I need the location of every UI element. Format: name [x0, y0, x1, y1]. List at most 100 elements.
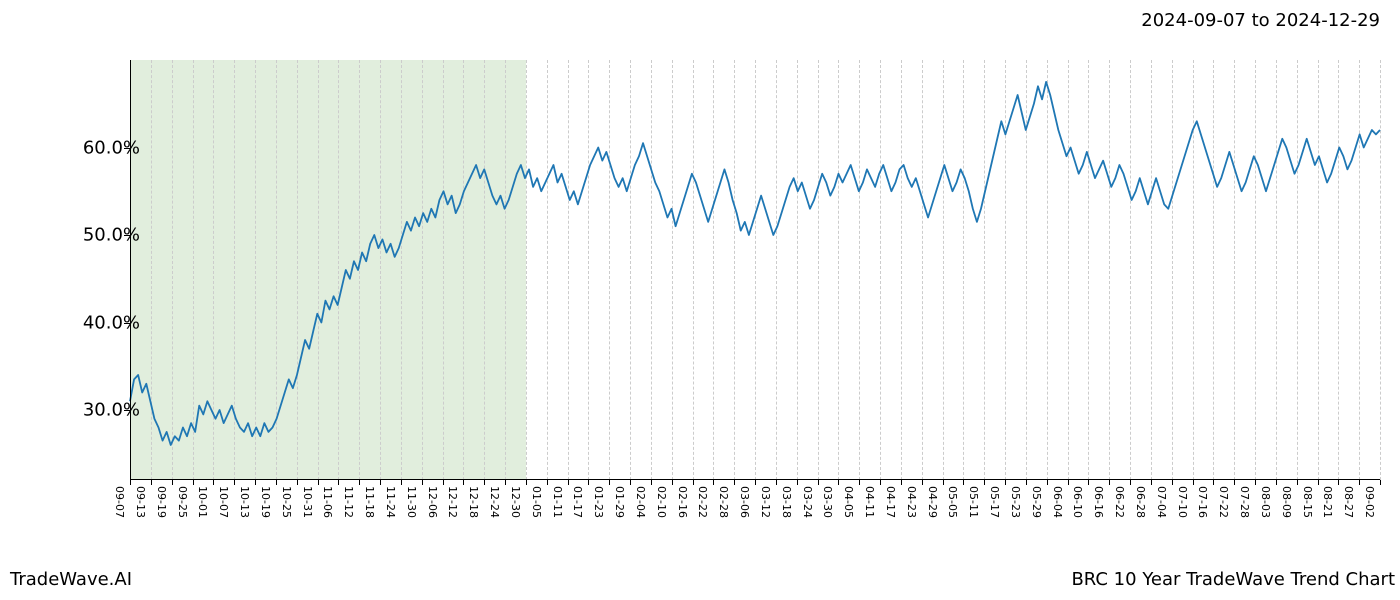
- xtick-mark: [568, 480, 569, 485]
- xtick-mark: [172, 480, 173, 485]
- trend-chart: 09-0709-1309-1909-2510-0110-0710-1310-19…: [130, 60, 1380, 480]
- xtick-mark: [1005, 480, 1006, 485]
- xtick-label: 10-13: [238, 486, 251, 518]
- ytick-label: 50.0%: [60, 225, 140, 246]
- xtick-label: 01-17: [571, 486, 584, 518]
- xtick-label: 06-28: [1134, 486, 1147, 518]
- xtick-mark: [255, 480, 256, 485]
- xtick-label: 04-05: [842, 486, 855, 518]
- ytick-label: 30.0%: [60, 400, 140, 421]
- xtick-label: 01-29: [613, 486, 626, 518]
- xtick-label: 02-04: [634, 486, 647, 518]
- xtick-label: 12-12: [446, 486, 459, 518]
- xtick-mark: [1234, 480, 1235, 485]
- xtick-mark: [338, 480, 339, 485]
- xtick-label: 12-06: [426, 486, 439, 518]
- xtick-mark: [776, 480, 777, 485]
- xtick-mark: [1130, 480, 1131, 485]
- xtick-mark: [422, 480, 423, 485]
- xtick-mark: [359, 480, 360, 485]
- xtick-mark: [1193, 480, 1194, 485]
- xtick-label: 02-28: [717, 486, 730, 518]
- xtick-mark: [672, 480, 673, 485]
- xtick-label: 06-04: [1051, 486, 1064, 518]
- xtick-label: 07-04: [1155, 486, 1168, 518]
- xtick-label: 02-22: [696, 486, 709, 518]
- xtick-label: 11-24: [384, 486, 397, 518]
- xtick-mark: [193, 480, 194, 485]
- xtick-label: 04-11: [863, 486, 876, 518]
- xtick-mark: [630, 480, 631, 485]
- xtick-mark: [1213, 480, 1214, 485]
- xtick-label: 06-16: [1092, 486, 1105, 518]
- xtick-mark: [755, 480, 756, 485]
- xtick-label: 01-05: [530, 486, 543, 518]
- xtick-label: 02-16: [676, 486, 689, 518]
- xtick-mark: [297, 480, 298, 485]
- xtick-mark: [234, 480, 235, 485]
- xtick-label: 05-29: [1030, 486, 1043, 518]
- xtick-label: 12-24: [488, 486, 501, 518]
- xtick-label: 11-18: [363, 486, 376, 518]
- xtick-mark: [1380, 480, 1381, 485]
- xtick-mark: [380, 480, 381, 485]
- xtick-label: 03-18: [780, 486, 793, 518]
- xtick-label: 03-24: [801, 486, 814, 518]
- xtick-mark: [1026, 480, 1027, 485]
- xtick-label: 09-13: [134, 486, 147, 518]
- gridline: [1380, 60, 1381, 480]
- xtick-mark: [880, 480, 881, 485]
- xtick-mark: [1068, 480, 1069, 485]
- xtick-label: 05-23: [1009, 486, 1022, 518]
- xtick-label: 12-30: [509, 486, 522, 518]
- xtick-mark: [1255, 480, 1256, 485]
- xtick-label: 07-16: [1196, 486, 1209, 518]
- xtick-label: 03-30: [821, 486, 834, 518]
- xtick-mark: [401, 480, 402, 485]
- xtick-label: 04-17: [884, 486, 897, 518]
- xtick-label: 11-12: [342, 486, 355, 518]
- xtick-label: 08-15: [1301, 486, 1314, 518]
- xtick-mark: [734, 480, 735, 485]
- xtick-label: 10-19: [259, 486, 272, 518]
- xtick-label: 03-12: [759, 486, 772, 518]
- xtick-mark: [1088, 480, 1089, 485]
- xtick-label: 01-23: [592, 486, 605, 518]
- xtick-label: 05-11: [967, 486, 980, 518]
- xtick-mark: [963, 480, 964, 485]
- xtick-mark: [130, 480, 131, 485]
- chart-title: BRC 10 Year TradeWave Trend Chart: [1071, 569, 1395, 590]
- xtick-mark: [1276, 480, 1277, 485]
- xtick-mark: [693, 480, 694, 485]
- xtick-mark: [213, 480, 214, 485]
- xtick-mark: [1338, 480, 1339, 485]
- xtick-label: 10-07: [217, 486, 230, 518]
- xtick-mark: [443, 480, 444, 485]
- xtick-mark: [526, 480, 527, 485]
- xtick-label: 09-07: [113, 486, 126, 518]
- date-range-label: 2024-09-07 to 2024-12-29: [1141, 10, 1380, 31]
- xtick-label: 08-21: [1321, 486, 1334, 518]
- xtick-mark: [922, 480, 923, 485]
- brand-label: TradeWave.AI: [10, 569, 132, 590]
- xtick-mark: [609, 480, 610, 485]
- xtick-mark: [713, 480, 714, 485]
- xtick-mark: [1359, 480, 1360, 485]
- xtick-mark: [588, 480, 589, 485]
- xtick-label: 01-11: [551, 486, 564, 518]
- xtick-label: 07-22: [1217, 486, 1230, 518]
- xtick-mark: [1318, 480, 1319, 485]
- xtick-label: 10-25: [280, 486, 293, 518]
- xtick-label: 06-22: [1113, 486, 1126, 518]
- xtick-mark: [984, 480, 985, 485]
- xtick-label: 08-27: [1342, 486, 1355, 518]
- xtick-label: 09-25: [176, 486, 189, 518]
- xtick-label: 10-31: [301, 486, 314, 518]
- xtick-label: 11-06: [321, 486, 334, 518]
- plot-border: [130, 60, 1380, 480]
- xtick-mark: [1172, 480, 1173, 485]
- xtick-label: 04-23: [905, 486, 918, 518]
- xtick-label: 11-30: [405, 486, 418, 518]
- xtick-mark: [859, 480, 860, 485]
- xtick-label: 07-10: [1176, 486, 1189, 518]
